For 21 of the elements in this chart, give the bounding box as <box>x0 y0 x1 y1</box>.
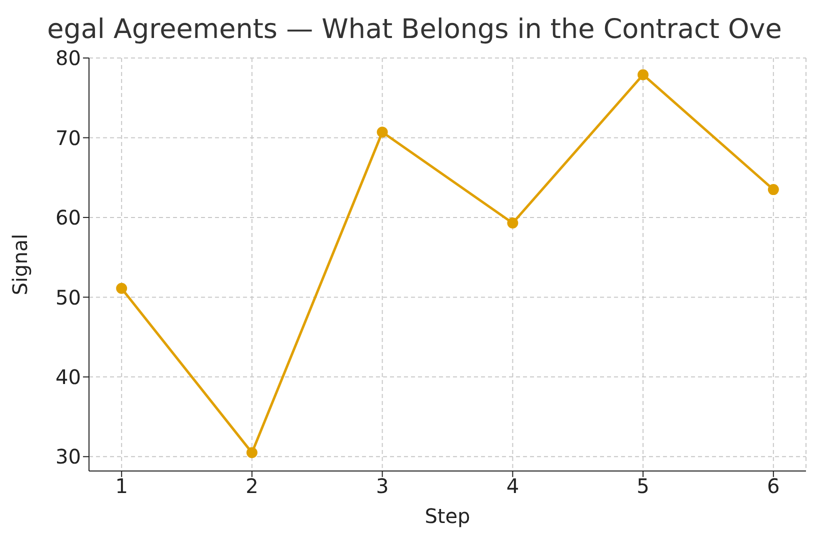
point <box>507 218 518 229</box>
point <box>246 447 258 458</box>
point <box>638 69 649 80</box>
x-tick-label: 3 <box>376 474 389 498</box>
x-tick-label: 1 <box>115 474 128 498</box>
x-tick-label: 2 <box>246 474 258 498</box>
point <box>376 126 388 138</box>
y-tick-label: 80 <box>56 46 81 70</box>
x-axis-title: Step <box>424 504 470 528</box>
y-tick-label: 50 <box>56 285 81 310</box>
x-tick-label: 6 <box>767 474 780 498</box>
y-tick-label: 40 <box>56 365 81 390</box>
point <box>116 282 128 294</box>
y-tick-label: 70 <box>56 126 81 150</box>
x-tick-label: 5 <box>636 474 650 498</box>
y-tick-label: 30 <box>56 444 81 469</box>
y-tick-label: 60 <box>56 206 81 230</box>
x-tick-label: 4 <box>506 474 520 498</box>
chart-title: egal Agreements — What Belongs in the Contract Ove <box>46 14 783 45</box>
y-axis-title: Signal <box>8 234 32 296</box>
point <box>768 184 779 196</box>
